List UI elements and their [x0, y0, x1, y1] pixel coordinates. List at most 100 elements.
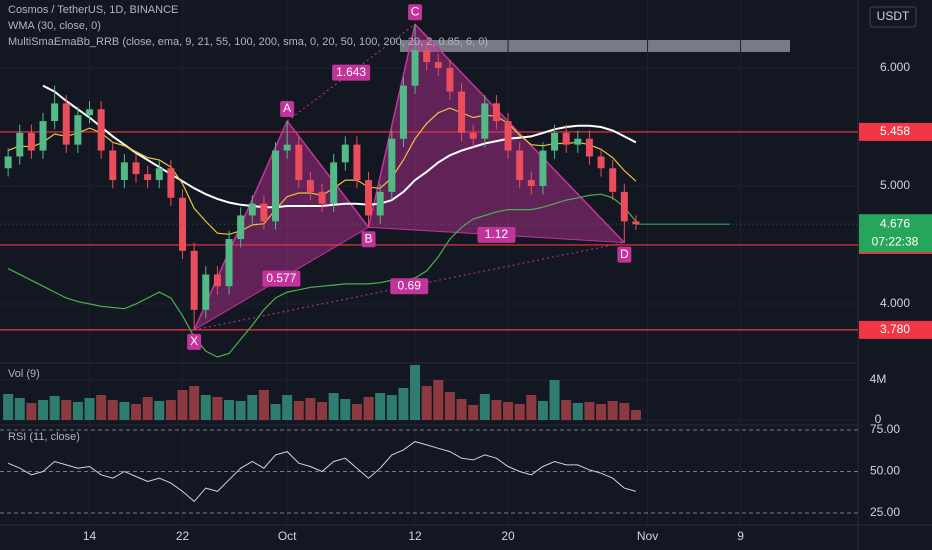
volume-bar: [270, 404, 281, 420]
volume-bar: [340, 399, 351, 420]
candle-body: [551, 132, 559, 151]
volume-bar: [596, 404, 607, 420]
pattern-point-label: B: [365, 231, 373, 245]
volume-bar: [468, 405, 479, 420]
price-line-tag: [859, 320, 932, 339]
volume-tick-label: 4M: [870, 372, 887, 386]
candle-body: [306, 180, 314, 192]
candle-body: [365, 180, 373, 216]
indicator-name: MultiSmaEmaBb_RRB (close, ema, 9, 21, 55…: [8, 36, 488, 48]
rsi-name: RSI (11, close): [8, 431, 80, 443]
overlay-line: [42, 84, 637, 209]
pattern-point-label: D: [620, 247, 629, 261]
y-tick-label: 6.000: [880, 60, 910, 74]
candle-body: [458, 91, 466, 133]
overlay-line: [7, 193, 637, 358]
currency[interactable]: USDT: [877, 9, 910, 23]
candle-body: [248, 203, 256, 216]
candle-body: [16, 132, 24, 157]
last-price-label: 4.676: [880, 216, 910, 230]
last-price-tag: [859, 214, 932, 253]
volume-bar: [317, 402, 328, 420]
volume-bar: [26, 403, 37, 420]
ratio-label: 1.643: [336, 65, 366, 79]
volume-bar: [96, 395, 107, 420]
candle-body: [144, 174, 152, 181]
candle-body: [97, 109, 105, 151]
volume-bar: [351, 404, 362, 420]
volume-bar: [630, 410, 641, 420]
volume-bar: [607, 401, 618, 420]
volume-bar: [258, 390, 269, 420]
candle-body: [51, 103, 59, 122]
candle-body: [62, 103, 70, 145]
candle-body: [190, 250, 198, 310]
candle-body: [539, 150, 547, 186]
price-line-label: 5.458: [880, 124, 910, 138]
x-tick-label: 12: [408, 529, 422, 543]
candle-body: [167, 168, 175, 198]
volume-bar: [433, 380, 444, 420]
ratio-label: 0.577: [266, 271, 296, 285]
volume-bar: [235, 401, 246, 420]
x-tick-label: 14: [83, 529, 97, 543]
volume-bar: [572, 403, 583, 420]
pattern-point-label: A: [283, 101, 291, 115]
band-box: [400, 40, 790, 52]
candle-body: [574, 138, 582, 145]
candle-body: [27, 132, 35, 151]
pattern-point-tag: [361, 231, 376, 248]
volume-bar: [189, 386, 200, 420]
volume-bar: [328, 393, 339, 420]
volume-bar: [386, 395, 397, 420]
candle-body: [632, 221, 640, 225]
volume-bar: [375, 393, 386, 420]
volume-bar: [212, 397, 223, 420]
candle-body: [202, 274, 210, 310]
volume-bar: [3, 394, 14, 420]
x-tick-label: 9: [737, 529, 744, 543]
pattern-link: [194, 242, 625, 331]
candle-body: [283, 144, 291, 151]
pattern-point-label: C: [411, 4, 420, 18]
candle-body: [469, 132, 477, 139]
volume-bar: [38, 400, 49, 420]
candle-body: [86, 109, 94, 116]
candle-body: [562, 132, 570, 145]
candle-body: [597, 156, 605, 169]
rsi-tick-label: 50.00: [870, 464, 900, 478]
candle-body: [39, 121, 47, 151]
volume-bar: [305, 398, 316, 420]
volume-bar: [131, 404, 142, 420]
volume-bar: [142, 397, 153, 420]
candle-body: [341, 144, 349, 163]
currency-box[interactable]: [869, 6, 917, 28]
volume-bar: [421, 386, 432, 420]
candle-body: [620, 191, 628, 222]
x-tick-label: 22: [176, 529, 190, 543]
chart-title: Cosmos / TetherUS, 1D, BINANCE: [8, 4, 178, 16]
overlay-name: WMA (30, close, 0): [8, 20, 101, 32]
candle-body: [155, 168, 163, 181]
ratio-label: 0.69: [398, 278, 422, 292]
candle-body: [492, 103, 500, 122]
candle-body: [330, 162, 338, 204]
rsi-line: [7, 441, 637, 503]
candle-body: [179, 197, 187, 251]
candle-body: [411, 50, 419, 86]
volume-bar: [282, 395, 293, 420]
candle-body: [388, 138, 396, 192]
y-tick-label: 5.000: [880, 178, 910, 192]
volume-bar: [444, 392, 455, 420]
candle-body: [481, 103, 489, 139]
candle-body: [446, 67, 454, 92]
volume-bar: [526, 395, 537, 420]
rsi-tick-label: 75.00: [870, 422, 900, 436]
candle-body: [225, 239, 233, 287]
volume-bar: [49, 396, 60, 420]
candle-body: [295, 144, 303, 181]
pattern-point-tag: [617, 246, 632, 263]
candle-body: [399, 85, 407, 139]
pattern-leg: [367, 24, 416, 228]
